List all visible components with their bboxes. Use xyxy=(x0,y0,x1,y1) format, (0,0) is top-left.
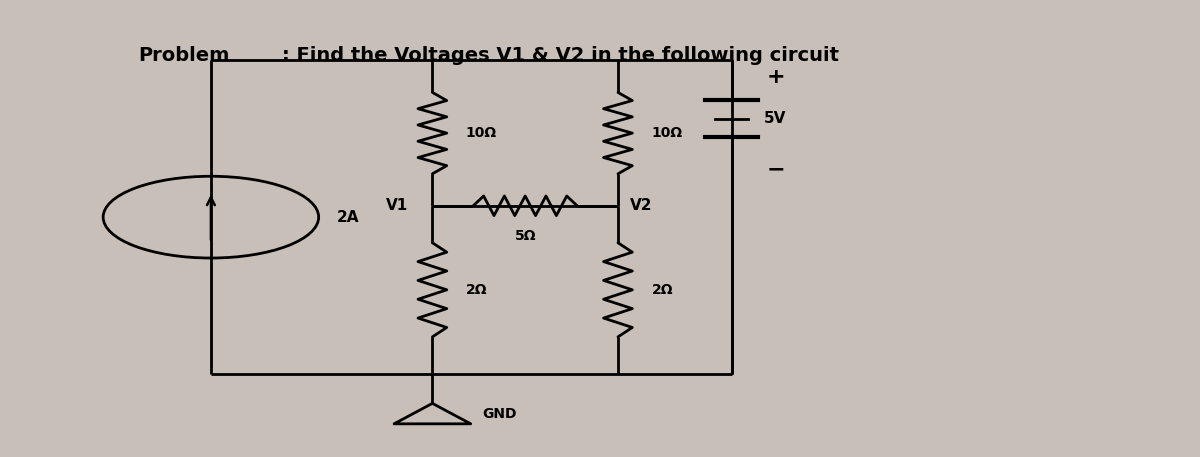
Text: 2Ω: 2Ω xyxy=(466,283,487,297)
Text: +: + xyxy=(767,67,785,87)
Text: 5V: 5V xyxy=(764,111,786,126)
Text: −: − xyxy=(767,159,785,180)
Text: Problem: Problem xyxy=(138,46,229,65)
Text: 2A: 2A xyxy=(337,210,359,225)
Text: V1: V1 xyxy=(386,198,408,213)
Text: V2: V2 xyxy=(630,198,653,213)
Text: 5Ω: 5Ω xyxy=(515,228,536,243)
Text: : Find the Voltages V1 & V2 in the following circuit: : Find the Voltages V1 & V2 in the follo… xyxy=(282,46,839,65)
Text: 10Ω: 10Ω xyxy=(466,126,497,140)
Text: 10Ω: 10Ω xyxy=(652,126,683,140)
Text: 2Ω: 2Ω xyxy=(652,283,673,297)
Text: GND: GND xyxy=(482,407,517,420)
